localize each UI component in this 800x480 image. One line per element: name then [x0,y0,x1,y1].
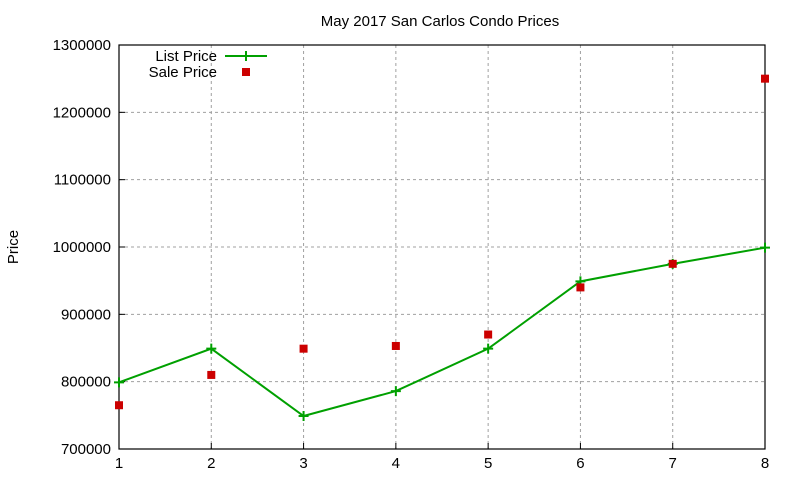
sale-price-point [761,74,769,83]
sale-price-point [115,401,123,410]
y-tick-label: 800000 [61,374,111,391]
y-tick-label: 900000 [61,306,111,323]
y-tick-label: 1300000 [53,37,111,54]
legend-square-icon [242,68,250,76]
list-price-point [390,386,401,397]
y-tick-label: 1200000 [53,104,111,121]
axis-ticks: 1 2 3 4 5 6 7 8 700000 800000 900000 1000000 1100000… [53,37,770,472]
x-tick-label: 1 [115,455,123,472]
sale-price-point [484,330,493,339]
legend-label: List Price [155,48,217,65]
sale-price-point [299,344,308,353]
list-price-point [114,377,124,388]
x-tick-label: 4 [392,455,400,472]
legend-label: Sale Price [149,64,217,81]
list-price-point [483,343,494,354]
sale-price-point [576,283,585,292]
x-tick-label: 5 [484,455,492,472]
y-tick-label: 1100000 [54,172,111,189]
sale-price-point [391,341,400,350]
x-tick-label: 2 [207,455,215,472]
x-tick-label: 3 [299,455,307,472]
y-tick-label: 1000000 [53,239,111,256]
list-price-point [206,343,217,354]
y-tick-label: 700000 [61,441,111,458]
y-axis-label: Price [5,230,22,264]
data-series [114,74,770,422]
grid-lines [119,45,765,449]
sale-price-point [207,370,216,379]
legend-cross-icon [241,51,251,61]
x-tick-label: 6 [576,455,584,472]
chart-title: May 2017 San Carlos Condo Prices [321,13,559,30]
list-price-point [760,242,770,253]
sale-price-point [668,259,677,268]
x-tick-label: 8 [761,455,769,472]
list-price-point [298,411,309,422]
x-tick-label: 7 [669,455,677,472]
list-price-line [118,246,766,418]
